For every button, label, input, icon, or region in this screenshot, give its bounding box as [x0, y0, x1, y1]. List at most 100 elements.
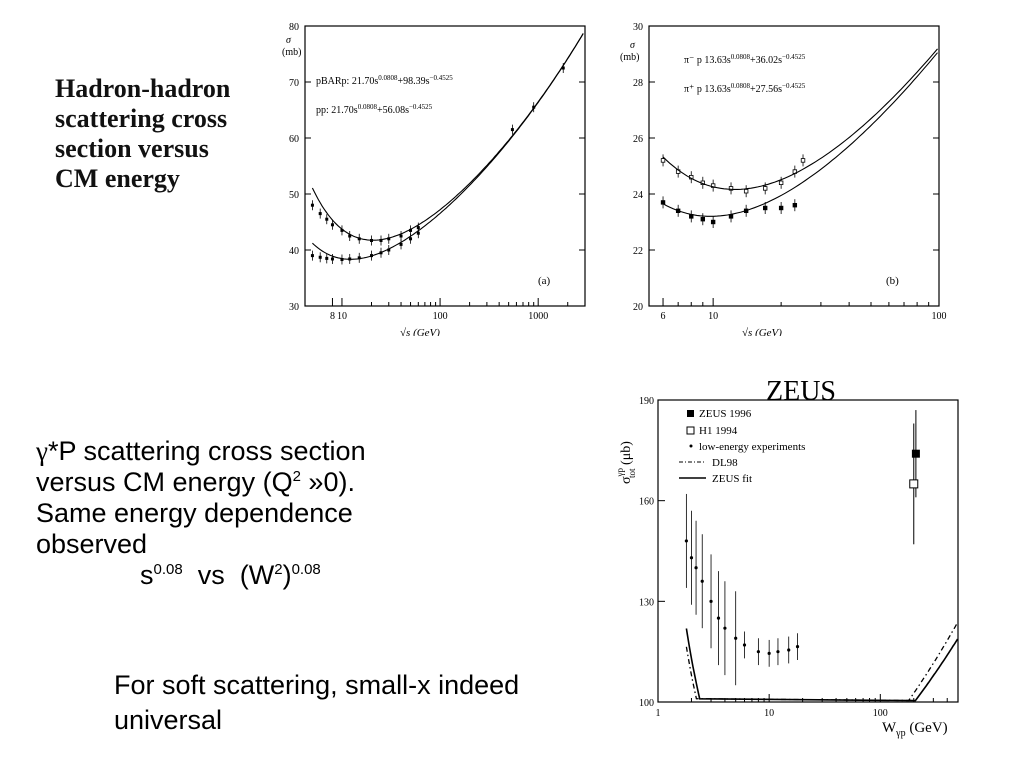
formula-vs: vs [197, 560, 225, 590]
dl98-curve [685, 622, 959, 702]
plot-b-ytick-label: 28 [633, 78, 643, 89]
pbarp-point [416, 226, 420, 230]
gamma-p-line-1: γ*P scattering cross section [36, 436, 476, 467]
pp-point [399, 242, 403, 246]
low-energy-point [684, 539, 688, 543]
gamma-p-line-3: Same energy dependence [36, 498, 353, 528]
pbarp-point [340, 228, 344, 232]
zeus-ytick-label: 130 [639, 597, 654, 608]
pim-p-point [762, 186, 768, 191]
pbarp-point [310, 203, 314, 207]
pim-p-fit-curve [662, 48, 938, 190]
pim-p-point [743, 188, 749, 194]
pip-p-point [700, 216, 706, 222]
hadron-heading-line-2: scattering cross [55, 104, 228, 133]
low-energy-point [709, 599, 713, 603]
pip-p-formula: π⁺ p 13.63s0.0808+27.56s−0.4525 [684, 82, 806, 95]
pp-fit-curve [312, 33, 584, 260]
q-exponent: 2 [292, 468, 301, 485]
pbarp-point [325, 217, 329, 221]
low-energy-point [795, 645, 800, 649]
pbarp-point [561, 66, 565, 70]
pp-point [318, 255, 322, 259]
pbarp-formula: pBARp: 21.70s0.0808+98.39s−0.4525 [316, 74, 453, 87]
pip-p-point [792, 202, 798, 208]
plot-a-ytick-label: 30 [289, 302, 299, 313]
pbarp-point [399, 234, 403, 238]
chart-pbarp-pp: 30 40 50 60 70 80 8 10 100 1000 σ (mb) pBARp: 21… [282, 22, 586, 336]
pim-p-formula: π⁻ p 13.63s0.0808+36.02s−0.4525 [684, 53, 806, 66]
plot-b-xtick-label: 10 [708, 311, 718, 322]
plot-a-ytick-label: 40 [289, 246, 299, 257]
soft-line-2: universal [114, 705, 223, 735]
zeus-ylabel: σγp tot (μb) [615, 441, 637, 484]
pbarp-point [330, 223, 334, 227]
pbarp-point [379, 238, 383, 242]
gamma-p-line-2: versus CM energy (Q2 »0). [36, 467, 476, 498]
h1-1994-point [909, 479, 919, 489]
plot-a-ylabel: σ [286, 35, 292, 46]
legend-lowenergy: low-energy experiments [699, 441, 805, 453]
legend-zeus1996: ZEUS 1996 [699, 408, 752, 420]
legend-dl98: DL98 [712, 457, 738, 469]
zeus-ytick-label: 100 [639, 698, 654, 709]
formula-s: s [140, 560, 154, 590]
pp-formula: pp: 21.70s0.0808+56.08s−0.4525 [316, 103, 433, 116]
formula-w-sq: 2 [274, 561, 283, 578]
plot-a-ytick-label: 50 [289, 190, 299, 201]
gamma-p-line-2-text: versus CM energy (Q [36, 467, 293, 497]
pbarp-point [348, 234, 352, 238]
pip-p-point [710, 219, 716, 225]
plot-b-ytick-label: 26 [633, 134, 643, 145]
zeus-xtick-label: 1 [656, 708, 661, 719]
plot-b-xtick-label: 6 [661, 311, 666, 322]
zeus-xlabel: Wγp (GeV) [882, 720, 948, 739]
hadron-heading-line-1: Hadron-hadron [55, 74, 231, 103]
formula-w-exp: 0.08 [291, 561, 321, 578]
chart-pion-proton: 20 22 24 26 28 30 6 10 100 σ (mb) π⁻ p 13.63s0.… [620, 22, 947, 336]
low-energy-point [767, 651, 771, 655]
hadron-heading: Hadron-hadron scattering cross section v… [55, 74, 295, 194]
zeus-xtick-label: 10 [764, 708, 774, 719]
low-energy-point [787, 648, 791, 652]
legend-h1: H1 1994 [699, 425, 738, 437]
gamma-p-line-2-tail: »0). [300, 467, 355, 497]
low-energy-point [776, 650, 780, 654]
pip-p-point [778, 205, 784, 211]
pp-point [409, 237, 413, 241]
plot-a-xlabel: √s (GeV) [400, 327, 440, 336]
pip-p-fit-curve [662, 52, 938, 217]
low-energy-point [700, 579, 704, 583]
plot-b-ylabel: σ [630, 40, 636, 51]
plot-a-xtick-label: 10 [337, 311, 347, 322]
formula-w-close: ) [282, 560, 292, 590]
legend-zeus1996-marker [687, 410, 694, 417]
plot-b-ytick-label: 20 [633, 302, 643, 313]
plot-b-xlabel: √s (GeV) [742, 327, 782, 336]
plot-a-ytick-label: 80 [289, 22, 299, 33]
low-energy-point [694, 566, 698, 570]
zeus-ytick-label: 160 [639, 497, 654, 508]
low-energy-point [742, 643, 747, 647]
plot-a-ytick-label: 70 [289, 78, 299, 89]
zeus-xtick-label: 100 [873, 708, 888, 719]
legend-lowenergy-marker [689, 444, 693, 448]
energy-formula: s0.08 vs (W2)0.08 [140, 560, 476, 591]
zeus-fit-curve [685, 628, 959, 702]
plot-b-frame [648, 25, 940, 307]
plot-a-xtick-label: 1000 [528, 311, 548, 322]
pbarp-point [409, 228, 413, 232]
hadron-heading-line-3: section versus [55, 134, 209, 163]
pp-point [416, 231, 420, 235]
zeus-frame [657, 399, 959, 703]
low-energy-point [756, 650, 760, 654]
pim-p-point [728, 186, 734, 191]
pim-p-point [660, 158, 666, 163]
plot-a-xtick-label: 100 [433, 311, 448, 322]
formula-w: (W [239, 560, 275, 590]
zeus-ytick-label: 190 [639, 396, 654, 407]
plot-b-ytick-label: 30 [633, 22, 643, 33]
pbarp-fit-curve [311, 33, 584, 241]
plot-a-frame [304, 25, 586, 307]
zeus-1996-point [911, 449, 920, 458]
